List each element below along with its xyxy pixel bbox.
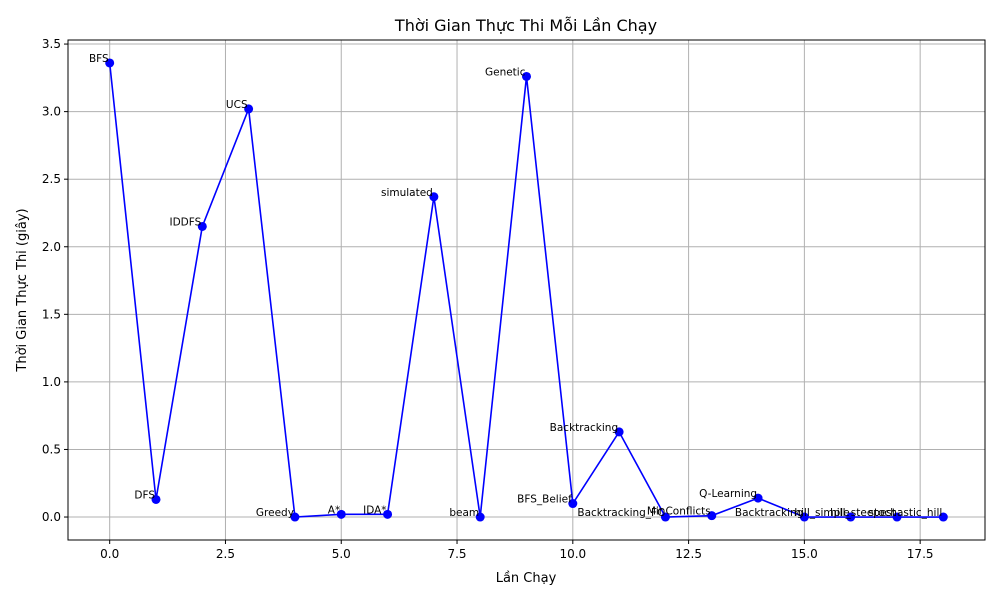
x-tick-label: 15.0	[791, 547, 818, 561]
data-point	[290, 512, 300, 522]
y-axis-label: Thời Gian Thực Thi (giây)	[15, 208, 30, 372]
data-label: hill_simple	[794, 507, 849, 519]
data-point	[383, 509, 393, 519]
y-tick-label: 2.5	[42, 172, 61, 186]
data-label: Backtracking	[735, 507, 803, 519]
data-point	[522, 71, 531, 81]
x-tick-label: 7.5	[447, 547, 466, 561]
data-point	[568, 499, 578, 509]
x-tick-label: 10.0	[559, 547, 586, 561]
data-point	[753, 493, 763, 503]
data-label: stochastic_hill	[869, 507, 943, 519]
y-tick-label: 1.5	[42, 307, 61, 321]
data-point	[105, 58, 115, 68]
data-point	[151, 494, 161, 504]
series-line	[108, 62, 944, 518]
data-point	[197, 221, 207, 231]
data-point	[846, 512, 856, 522]
x-tick-label: 17.5	[907, 547, 934, 561]
y-tick-label: 3.5	[42, 37, 61, 51]
series-layer	[105, 58, 948, 522]
chart-title: Thời Gian Thực Thi Mỗi Lần Chạy	[394, 16, 657, 35]
data-point	[336, 509, 346, 519]
data-label: simulated	[381, 187, 433, 199]
data-point	[429, 192, 439, 202]
x-axis-label: Lần Chạy	[496, 571, 557, 586]
data-point	[660, 512, 670, 522]
x-tick-label: 5.0	[332, 547, 351, 561]
data-point	[799, 512, 809, 522]
data-label: A*	[328, 504, 340, 516]
data-point	[892, 512, 902, 522]
plot-frame	[67, 39, 986, 541]
y-tick-label: 3.0	[42, 105, 61, 119]
data-label: IDDFS	[170, 216, 202, 228]
data-label: IDA*	[363, 504, 386, 516]
point-label-layer: BFS DFS IDDFS UCS Greedy A* IDA* simulated beam G…	[89, 53, 942, 519]
data-point	[475, 512, 485, 522]
y-tick-label: 0.5	[42, 442, 61, 456]
data-label: MinConflicts	[647, 506, 711, 518]
tick-layer: 0.0 2.5 5.0 7.5 10.0 12.5 15.0 17.5 0.0 0.5 1.0 1.5…	[42, 37, 934, 561]
data-point	[244, 104, 254, 114]
data-label: Genetic	[485, 66, 526, 78]
x-tick-label: 2.5	[216, 547, 235, 561]
y-tick-label: 2.0	[42, 240, 61, 254]
grid-layer	[68, 40, 985, 540]
x-tick-label: 0.0	[100, 547, 119, 561]
data-label: UCS	[226, 99, 248, 111]
data-label: Q-Learning	[699, 488, 757, 500]
data-label: beam	[449, 507, 479, 519]
data-point	[614, 427, 624, 437]
x-tick-label: 12.5	[675, 547, 702, 561]
y-tick-label: 0.0	[42, 510, 61, 524]
data-label: Backtracking	[550, 422, 618, 434]
y-tick-label: 1.0	[42, 375, 61, 389]
data-point	[938, 512, 948, 522]
data-label: Greedy	[256, 507, 294, 519]
data-point	[707, 511, 717, 521]
data-label: DFS	[134, 489, 155, 501]
data-label: hill_steepest	[830, 507, 896, 519]
data-label: Backtracking_FC	[577, 507, 664, 519]
data-label: BFS	[89, 53, 109, 65]
data-label: BFS_Belief	[517, 494, 572, 506]
